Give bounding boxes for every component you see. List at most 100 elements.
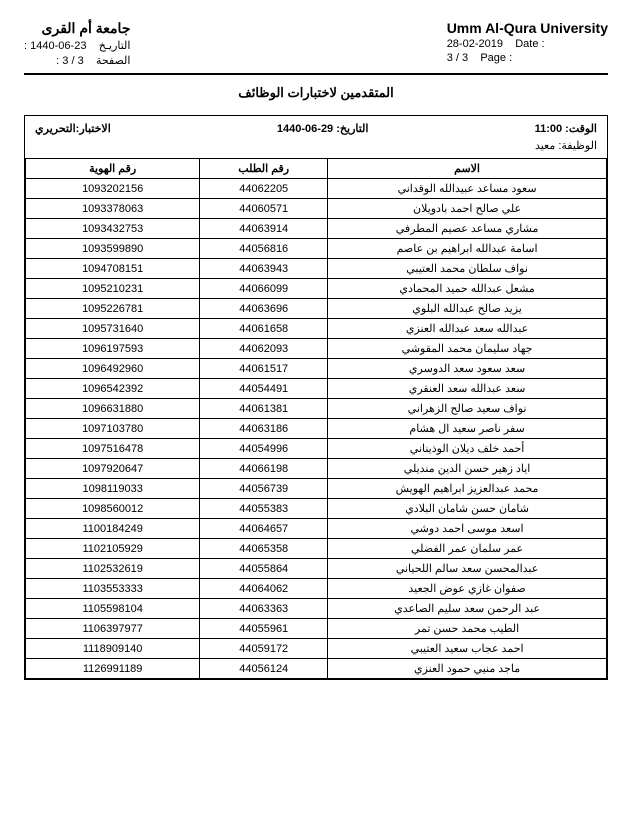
session-date-segment: التاريخ: 29-06-1440 [277, 122, 369, 135]
cell-app-no: 44064657 [200, 519, 328, 539]
cell-id-no: 1093599890 [26, 239, 200, 259]
cell-name: جهاد سليمان محمد المقوشي [328, 339, 607, 359]
table-row: سعد عبدالله سعد العنقري44054491109654239… [26, 379, 607, 399]
cell-name: اسامة عبدالله ابراهيم بن عاصم [328, 239, 607, 259]
cell-id-no: 1096631880 [26, 399, 200, 419]
header-rule [24, 73, 608, 75]
table-body: سعود مساعد عبيدالله الوقداني440622051093… [26, 179, 607, 679]
table-row: الطيب محمد حسن تمر440559611106397977 [26, 619, 607, 639]
cell-id-no: 1098560012 [26, 499, 200, 519]
cell-id-no: 1095731640 [26, 319, 200, 339]
cell-name: علي صالح احمد بادويلان [328, 199, 607, 219]
cell-id-no: 1118909140 [26, 639, 200, 659]
cell-app-no: 44066198 [200, 459, 328, 479]
cell-app-no: 44063914 [200, 219, 328, 239]
table-row: أحمد خلف ديلان الوذيناني4405499610975164… [26, 439, 607, 459]
job-label: الوظيفة: [558, 140, 597, 152]
cell-name: شامان حسن شامان البلادي [328, 499, 607, 519]
cell-app-no: 44063363 [200, 599, 328, 619]
cell-app-no: 44060571 [200, 199, 328, 219]
page-ar-line: : الصفحة 3 / 3 [24, 54, 130, 67]
cell-app-no: 44055383 [200, 499, 328, 519]
time-value: 11:00 [535, 123, 563, 135]
table-row: يزيد صالح عبدالله البلوي4406369610952267… [26, 299, 607, 319]
cell-app-no: 44055864 [200, 559, 328, 579]
time-label: الوقت: [565, 123, 597, 135]
cell-name: محمد عبدالعزيز ابراهيم الهويش [328, 479, 607, 499]
table-row: مشعل عبدالله حميد المحمادي44066099109521… [26, 279, 607, 299]
cell-app-no: 44054491 [200, 379, 328, 399]
cell-app-no: 44056816 [200, 239, 328, 259]
university-name-en: Umm Al-Qura University [447, 20, 608, 36]
cell-name: اياد زهير حسن الدين منديلي [328, 459, 607, 479]
table-row: عبد الرحمن سعد سليم الصاعدي4406336311055… [26, 599, 607, 619]
cell-name: أحمد خلف ديلان الوذيناني [328, 439, 607, 459]
cell-app-no: 44066099 [200, 279, 328, 299]
page-en-line: 3 / 3 Page : [447, 52, 608, 64]
cell-id-no: 1103553333 [26, 579, 200, 599]
cell-id-no: 1097103780 [26, 419, 200, 439]
session-date-label: التاريخ: [336, 123, 368, 135]
cell-id-no: 1096492960 [26, 359, 200, 379]
hijri-date-value: 23-06-1440 [30, 40, 86, 52]
table-row: جهاد سليمان محمد المقوشي4406209310961975… [26, 339, 607, 359]
cell-name: عمر سلمان عمر الفضلي [328, 539, 607, 559]
cell-id-no: 1094708151 [26, 259, 200, 279]
table-row: اسعد موسى احمد دوشي440646571100184249 [26, 519, 607, 539]
col-header-name: الاسم [328, 159, 607, 179]
col-header-app-no: رقم الطلب [200, 159, 328, 179]
header-english-block: Umm Al-Qura University 28-02-2019 Date :… [447, 20, 608, 64]
cell-name: نواف سعيد صالح الزهراني [328, 399, 607, 419]
col-header-id-no: رقم الهوية [26, 159, 200, 179]
cell-name: عبدالله سعد عبدالله العنزي [328, 319, 607, 339]
cell-id-no: 1097516478 [26, 439, 200, 459]
cell-app-no: 44055961 [200, 619, 328, 639]
cell-name: مشعل عبدالله حميد المحمادي [328, 279, 607, 299]
cell-app-no: 44064062 [200, 579, 328, 599]
cell-app-no: 44061517 [200, 359, 328, 379]
table-row: نواف سلطان محمد العتيبي44063943109470815… [26, 259, 607, 279]
greg-date-label: Date : [515, 38, 544, 50]
table-row: عبدالمحسن سعد سالم اللحياني4405586411025… [26, 559, 607, 579]
cell-id-no: 1102532619 [26, 559, 200, 579]
cell-id-no: 1100184249 [26, 519, 200, 539]
cell-id-no: 1095210231 [26, 279, 200, 299]
cell-app-no: 44056739 [200, 479, 328, 499]
cell-name: عبد الرحمن سعد سليم الصاعدي [328, 599, 607, 619]
cell-name: صفوان غازي عوض الجعيد [328, 579, 607, 599]
cell-app-no: 44061381 [200, 399, 328, 419]
cell-id-no: 1126991189 [26, 659, 200, 679]
cell-id-no: 1098119033 [26, 479, 200, 499]
table-row: عمر سلمان عمر الفضلي440653581102105929 [26, 539, 607, 559]
greg-date-line: 28-02-2019 Date : [447, 38, 608, 50]
cell-name: سعود مساعد عبيدالله الوقداني [328, 179, 607, 199]
job-line: الوظيفة: معيد [25, 139, 607, 158]
session-date-value: 29-06-1440 [277, 123, 333, 135]
table-row: سعد سعود سعد الدوسري440615171096492960 [26, 359, 607, 379]
cell-app-no: 44065358 [200, 539, 328, 559]
university-name-ar: جامعة أم القرى [24, 20, 130, 37]
hijri-date-line: : التاريـخ 23-06-1440 [24, 39, 130, 52]
cell-app-no: 44062093 [200, 339, 328, 359]
table-row: محمد عبدالعزيز ابراهيم الهويش44056739109… [26, 479, 607, 499]
cell-id-no: 1097920647 [26, 459, 200, 479]
exam-type-segment: الاختبار:التحريري [35, 122, 111, 135]
document-title: المتقدمين لاختبارات الوظائف [24, 85, 608, 101]
cell-name: مشاري مساعد عصيم المطرفي [328, 219, 607, 239]
cell-app-no: 44059172 [200, 639, 328, 659]
cell-id-no: 1102105929 [26, 539, 200, 559]
cell-app-no: 44063696 [200, 299, 328, 319]
cell-app-no: 44063943 [200, 259, 328, 279]
table-row: ماجد منيي حمود العنزي440561241126991189 [26, 659, 607, 679]
cell-id-no: 1093202156 [26, 179, 200, 199]
table-row: اسامة عبدالله ابراهيم بن عاصم44056816109… [26, 239, 607, 259]
table-row: اياد زهير حسن الدين منديلي44066198109792… [26, 459, 607, 479]
cell-name: يزيد صالح عبدالله البلوي [328, 299, 607, 319]
cell-name: سعد عبدالله سعد العنقري [328, 379, 607, 399]
cell-id-no: 1093378063 [26, 199, 200, 219]
table-row: احمد عجاب سعيد العتيبي440591721118909140 [26, 639, 607, 659]
cell-id-no: 1096197593 [26, 339, 200, 359]
table-row: صفوان غازي عوض الجعيد440640621103553333 [26, 579, 607, 599]
cell-app-no: 44054996 [200, 439, 328, 459]
cell-name: الطيب محمد حسن تمر [328, 619, 607, 639]
